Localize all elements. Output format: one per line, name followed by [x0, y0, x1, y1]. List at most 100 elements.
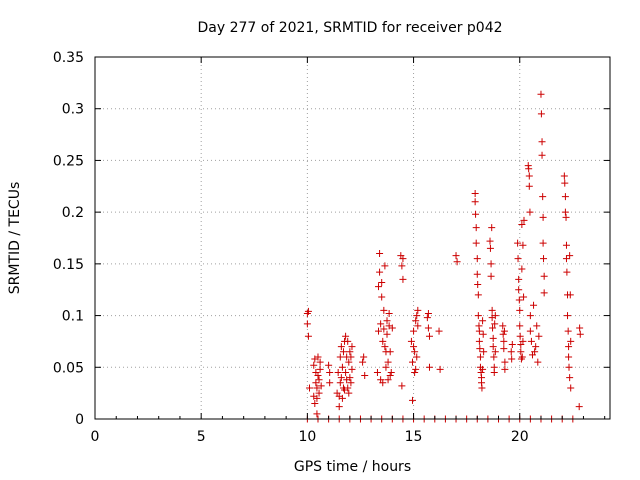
- data-point: [565, 343, 573, 351]
- data-point: [561, 193, 569, 201]
- data-point: [344, 337, 352, 345]
- data-point: [311, 399, 319, 407]
- data-point: [305, 384, 313, 392]
- y-axis-label: SRMTID / TECUs: [7, 182, 23, 295]
- data-point: [398, 262, 406, 270]
- data-point: [412, 317, 420, 325]
- data-point: [535, 332, 543, 340]
- data-point: [378, 278, 386, 286]
- data-point: [566, 374, 574, 382]
- data-point: [518, 265, 526, 273]
- data-point: [534, 358, 542, 366]
- data-point: [336, 353, 344, 361]
- data-point: [303, 320, 311, 328]
- data-point: [540, 289, 548, 297]
- data-point: [576, 324, 584, 332]
- data-point: [408, 396, 416, 404]
- data-point: [339, 348, 347, 356]
- data-point: [476, 345, 484, 353]
- data-point: [566, 252, 574, 260]
- x-tick-label: 20: [511, 429, 529, 445]
- y-tick-label: 0.05: [53, 360, 84, 376]
- data-point: [533, 322, 541, 330]
- data-point: [413, 312, 421, 320]
- plot-frame: [94, 56, 611, 420]
- data-point: [519, 241, 527, 249]
- data-point: [474, 291, 482, 299]
- data-point: [344, 384, 352, 392]
- data-point: [407, 337, 415, 345]
- data-point: [518, 353, 526, 361]
- y-tick-label: 0.35: [53, 50, 84, 66]
- data-point: [564, 327, 572, 335]
- data-point: [325, 361, 333, 369]
- data-point: [500, 327, 508, 335]
- chart-title: Day 277 of 2021, SRMTID for receiver p04…: [197, 20, 502, 36]
- data-point: [501, 365, 509, 373]
- data-point: [410, 327, 418, 335]
- data-point: [378, 293, 386, 301]
- data-point: [377, 320, 385, 328]
- data-point: [383, 317, 391, 325]
- data-point: [486, 237, 494, 245]
- data-point: [411, 348, 419, 356]
- data-point: [487, 272, 495, 280]
- data-point: [381, 262, 389, 270]
- data-point: [375, 283, 383, 291]
- data-point: [312, 379, 320, 387]
- data-point: [384, 376, 392, 384]
- data-point: [567, 384, 575, 392]
- data-point: [564, 312, 572, 320]
- x-tick-label: 10: [298, 429, 316, 445]
- data-point: [375, 327, 383, 335]
- data-point: [514, 255, 522, 263]
- data-point: [500, 337, 508, 345]
- data-point: [337, 374, 345, 382]
- data-point: [472, 239, 480, 247]
- data-point: [345, 389, 353, 397]
- data-point: [519, 337, 527, 345]
- data-point: [567, 337, 575, 345]
- data-point: [540, 272, 548, 280]
- data-point: [560, 172, 568, 180]
- data-point: [530, 301, 538, 309]
- y-tick-label: 0.2: [62, 205, 84, 221]
- data-point: [520, 293, 528, 301]
- data-point: [515, 296, 523, 304]
- data-point: [474, 312, 482, 320]
- data-point: [423, 314, 431, 322]
- data-point: [453, 258, 461, 266]
- data-point: [425, 332, 433, 340]
- data-point: [473, 255, 481, 263]
- data-point: [487, 260, 495, 268]
- y-tick-label: 0.25: [53, 153, 84, 169]
- data-point: [475, 327, 483, 335]
- data-point: [435, 327, 443, 335]
- data-point: [471, 190, 479, 198]
- data-point: [517, 348, 525, 356]
- data-point: [386, 348, 394, 356]
- x-tick-label: 0: [91, 429, 100, 445]
- data-point: [376, 250, 384, 258]
- data-point: [539, 193, 547, 201]
- data-point: [410, 343, 418, 351]
- data-point: [346, 348, 354, 356]
- data-point: [379, 337, 387, 345]
- data-point: [313, 410, 321, 418]
- data-point: [475, 337, 483, 345]
- data-point: [342, 368, 350, 376]
- data-point: [537, 90, 545, 98]
- data-point: [489, 334, 497, 342]
- data-point: [508, 341, 516, 349]
- data-point: [414, 306, 422, 314]
- data-point: [476, 353, 484, 361]
- data-point: [471, 198, 479, 206]
- data-point: [562, 255, 570, 263]
- data-point: [479, 365, 487, 373]
- data-point: [514, 239, 522, 247]
- data-point: [520, 216, 528, 224]
- data-point: [386, 372, 394, 380]
- data-point: [348, 365, 356, 373]
- data-point: [525, 165, 533, 173]
- data-point: [313, 384, 321, 392]
